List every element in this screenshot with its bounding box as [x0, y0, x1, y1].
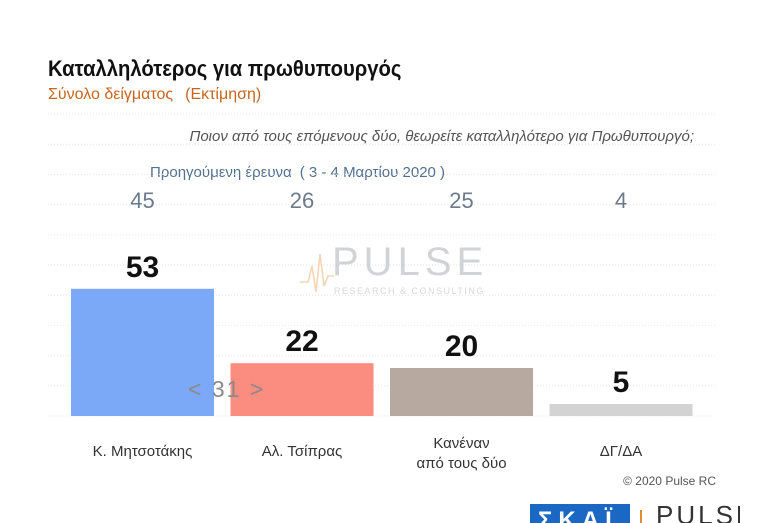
bar-value-label: 53 — [126, 251, 159, 284]
bar-4 — [549, 404, 693, 416]
category-label: από τους δύο — [416, 455, 506, 472]
pulse-wave-icon — [300, 253, 334, 293]
chart-subtitle: Σύνολο δείγματος (Εκτίμηση) — [48, 86, 261, 104]
subtitle-sample: Σύνολο δείγματος — [48, 86, 174, 103]
previous-value-label: 4 — [615, 188, 627, 213]
previous-value-label: 26 — [290, 188, 314, 213]
bar-1 — [71, 288, 214, 416]
watermark-text: PULSE — [332, 240, 489, 284]
pulse-logo-mark-icon — [640, 510, 654, 523]
watermark-subtext: RESEARCH & CONSULTING — [334, 286, 485, 296]
pulse-logo: PULSE — [640, 502, 740, 523]
chart-title: Καταλληλότερος για πρωθυπουργός — [48, 56, 402, 81]
previous-survey-label: Προηγούμενη έρευνα ( 3 - 4 Μαρτίου 2020 ) — [150, 164, 445, 181]
bar-3 — [390, 368, 533, 416]
bar-2 — [230, 363, 374, 416]
category-label: Κανέναν — [433, 435, 489, 452]
category-label: Αλ. Τσίπρας — [262, 443, 342, 460]
bar-value-label: 5 — [613, 366, 630, 399]
previous-value-label: 45 — [130, 188, 154, 213]
page-navigation[interactable]: < 31 > — [188, 376, 266, 402]
skai-logo-text: ΣΚΑΪ — [538, 507, 618, 523]
pulse-logo-text: PULSE — [656, 502, 740, 523]
skai-logo: ΣΚΑΪ — [530, 504, 630, 523]
subtitle-estimate: (Εκτίμηση) — [185, 86, 262, 103]
previous-value-label: 25 — [449, 188, 473, 213]
previous-survey-text: Προηγούμενη έρευνα — [150, 164, 292, 181]
bar-value-label: 20 — [445, 330, 478, 363]
copyright: © 2020 Pulse RC — [623, 474, 716, 488]
category-label: Κ. Μητσοτάκης — [93, 443, 193, 460]
pulse-watermark: PULSE RESEARCH & CONSULTING — [300, 240, 483, 300]
chart-bars — [71, 288, 693, 416]
category-label: ΔΓ/ΔΑ — [600, 443, 642, 460]
survey-question: Ποιον από τους επόμενους δύο, θεωρείτε κ… — [189, 128, 694, 145]
previous-survey-dates: ( 3 - 4 Μαρτίου 2020 ) — [299, 164, 446, 181]
bar-value-label: 22 — [285, 325, 318, 358]
